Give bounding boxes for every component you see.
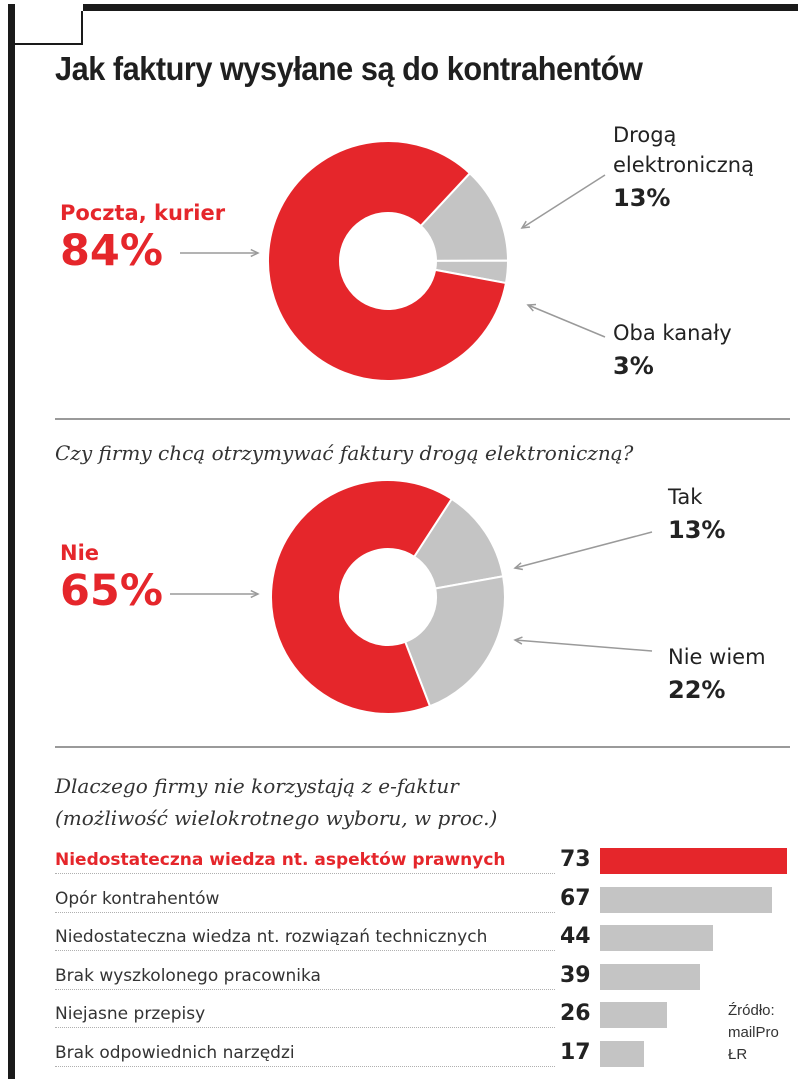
bar-label-4: Brak wyszkolonego pracownika — [55, 966, 321, 986]
bar-value-1: 73 — [560, 847, 590, 872]
bar-leader-5 — [55, 1027, 555, 1028]
bar-2 — [600, 887, 772, 913]
bar-leader-3 — [55, 950, 555, 951]
arrow-yes-line — [515, 532, 652, 568]
bar-value-5: 26 — [560, 1001, 590, 1026]
source-note: Źródło: mailPro ŁR — [728, 1000, 779, 1066]
bar-1 — [600, 848, 787, 874]
bar-label-6: Brak odpowiednich narzędzi — [55, 1043, 295, 1063]
bar-5 — [600, 1002, 667, 1028]
bar-label-2: Opór kontrahentów — [55, 889, 219, 909]
donut-2-main-value: 65% — [60, 566, 163, 616]
bar-3 — [600, 925, 713, 951]
donut-2-slices — [271, 480, 505, 714]
bar-value-4: 39 — [560, 963, 590, 988]
bar-6 — [600, 1041, 644, 1067]
bar-leader-2 — [55, 912, 555, 913]
bar-label-3: Niedostateczna wiedza nt. rozwiązań tech… — [55, 927, 487, 947]
bar-value-3: 44 — [560, 924, 590, 949]
bar-4 — [600, 964, 700, 990]
arrow-dontknow-line — [515, 640, 652, 651]
divider-2 — [55, 746, 790, 748]
bar-chart-title-line1: Dlaczego firmy nie korzystają z e-faktur — [55, 770, 459, 802]
source-line-1: Źródło: — [728, 1000, 779, 1022]
donut-2-value-dontknow: 22% — [668, 672, 766, 708]
bar-leader-1 — [55, 873, 555, 874]
bar-label-5: Niejasne przepisy — [55, 1004, 205, 1024]
source-line-2: mailPro — [728, 1022, 779, 1044]
donut-2-label-dontknow-name: Nie wiem — [668, 642, 766, 672]
bar-chart-title-line2: (możliwość wielokrotnego wyboru, w proc.… — [55, 802, 497, 834]
bar-label-1: Niedostateczna wiedza nt. aspektów prawn… — [55, 850, 506, 870]
bar-value-2: 67 — [560, 886, 590, 911]
donut-2-label-yes-name: Tak — [668, 482, 725, 512]
donut-2-main-label: Nie 65% — [60, 540, 163, 616]
donut-2-main-name: Nie — [60, 540, 163, 566]
bar-leader-4 — [55, 989, 555, 990]
source-line-3: ŁR — [728, 1044, 779, 1066]
donut-2-label-yes: Tak 13% — [668, 482, 725, 548]
bar-leader-6 — [55, 1066, 555, 1067]
bar-value-6: 17 — [560, 1040, 590, 1065]
donut-2-label-dontknow: Nie wiem 22% — [668, 642, 766, 708]
donut-2-value-yes: 13% — [668, 512, 725, 548]
